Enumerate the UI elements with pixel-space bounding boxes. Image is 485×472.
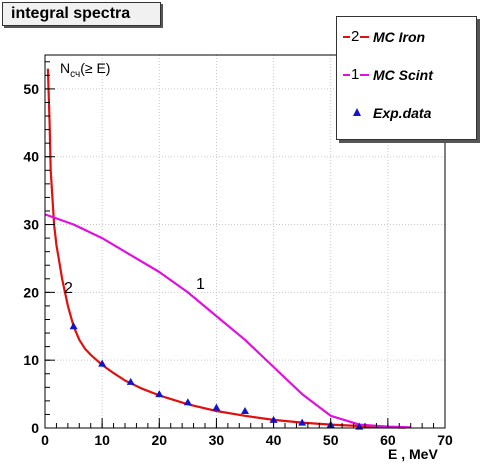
x-tick-label: 20 <box>151 432 167 448</box>
legend-item-mc-scint: 1 MC Scint <box>337 65 476 85</box>
data-point <box>126 377 135 385</box>
legend-number-scint: 1 <box>350 65 361 85</box>
series-layer <box>44 68 411 430</box>
data-point <box>298 418 307 426</box>
chart-title: integral spectra <box>2 2 161 26</box>
legend-item-mc-iron: 2 MC Iron <box>337 27 476 47</box>
x-tick-label: 60 <box>380 432 396 448</box>
x-tick-label: 70 <box>437 432 453 448</box>
y-axis-label: Nсч(≥ E) <box>60 60 111 80</box>
legend-number-iron: 2 <box>350 27 361 47</box>
y-tick-label: 40 <box>23 149 39 165</box>
plot-frame <box>44 54 446 429</box>
legend-label-iron: MC Iron <box>373 29 426 45</box>
data-point <box>98 359 107 367</box>
series-line-1 <box>44 213 411 429</box>
axes: 0 10 20 30 40 50 60 70 0 10 20 30 40 50 <box>23 54 453 448</box>
series-line-0 <box>46 68 406 429</box>
x-tick-label: 50 <box>323 432 339 448</box>
y-tick-label: 20 <box>23 284 39 300</box>
y-tick-label: 10 <box>23 352 39 368</box>
data-point <box>183 398 192 406</box>
data-point <box>69 322 78 330</box>
legend-label-scint: MC Scint <box>373 67 433 83</box>
y-tick-label: 30 <box>23 217 39 233</box>
triangle-marker-icon <box>353 108 361 116</box>
x-tick-label: 0 <box>41 432 49 448</box>
x-tick-label: 40 <box>266 432 282 448</box>
curve-label-iron: 2 <box>64 280 73 297</box>
legend-label-exp: Exp.data <box>373 105 432 121</box>
legend: 2 MC Iron 1 MC Scint Exp.data <box>336 16 477 140</box>
data-point <box>241 407 249 415</box>
data-point <box>212 403 221 411</box>
x-tick-label: 30 <box>209 432 225 448</box>
y-tick-label: 0 <box>31 420 39 436</box>
y-tick-label: 50 <box>23 81 39 97</box>
curve-label-scint: 1 <box>196 276 205 293</box>
legend-item-exp-data: Exp.data <box>337 103 476 123</box>
x-tick-label: 10 <box>94 432 110 448</box>
data-point <box>155 390 164 398</box>
x-axis-label: E , MeV <box>388 446 438 462</box>
